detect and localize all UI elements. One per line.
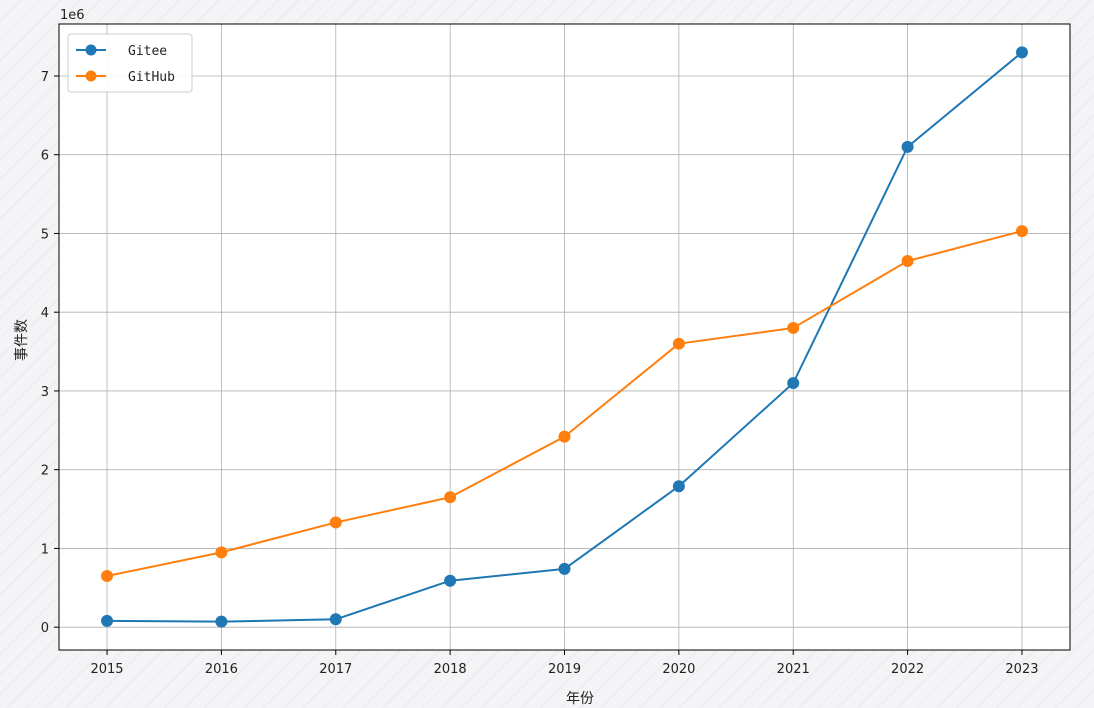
y-axis-title: 事件数 bbox=[14, 319, 30, 361]
data-point-gitee bbox=[329, 613, 342, 626]
data-point-github bbox=[101, 569, 114, 582]
legend-marker-gitee bbox=[85, 44, 97, 56]
data-point-github bbox=[672, 337, 685, 350]
x-tick-label: 2023 bbox=[1005, 662, 1038, 677]
data-point-github bbox=[215, 546, 228, 559]
data-point-gitee bbox=[787, 377, 800, 390]
x-tick-label: 2022 bbox=[891, 662, 924, 677]
legend-label-gitee: Gitee bbox=[128, 44, 167, 59]
y-tick-label: 2 bbox=[41, 464, 49, 479]
series-lines bbox=[101, 46, 1028, 628]
data-point-github bbox=[558, 430, 571, 443]
legend-label-github: GitHub bbox=[128, 70, 175, 85]
data-point-gitee bbox=[558, 562, 571, 575]
data-point-gitee bbox=[444, 574, 457, 587]
y-tick-label: 4 bbox=[41, 306, 49, 321]
data-point-github bbox=[329, 516, 342, 529]
y-tick-label: 0 bbox=[41, 621, 49, 636]
legend-item-gitee: Gitee bbox=[76, 44, 167, 59]
data-point-gitee bbox=[215, 615, 228, 628]
y-tick-label: 7 bbox=[41, 70, 49, 85]
data-point-github bbox=[901, 255, 914, 268]
x-tick-label: 2018 bbox=[434, 662, 467, 677]
data-point-gitee bbox=[901, 140, 914, 153]
x-tick-label: 2021 bbox=[777, 662, 810, 677]
legend: Gitee GitHub bbox=[67, 33, 193, 93]
data-point-github bbox=[1015, 225, 1028, 238]
grid-lines bbox=[59, 24, 1070, 650]
y-offset-label: 1e6 bbox=[60, 8, 85, 23]
x-tick-label: 2016 bbox=[205, 662, 238, 677]
data-point-gitee bbox=[101, 614, 114, 627]
legend-item-github: GitHub bbox=[76, 70, 175, 85]
data-point-gitee bbox=[672, 480, 685, 493]
legend-marker-github bbox=[85, 70, 97, 82]
y-tick-label: 5 bbox=[41, 227, 49, 242]
x-tick-label: 2019 bbox=[548, 662, 581, 677]
data-point-gitee bbox=[1015, 46, 1028, 59]
legend-box bbox=[67, 33, 193, 93]
x-tick-label: 2020 bbox=[662, 662, 695, 677]
x-tick-label: 2015 bbox=[90, 662, 123, 677]
y-tick-label: 1 bbox=[41, 542, 49, 557]
axis-ticks: 2015 2016 2017 2018 2019 2020 2021 2022 2023 0 1 2 3… bbox=[41, 70, 1039, 677]
data-point-github bbox=[787, 321, 800, 334]
data-point-github bbox=[444, 491, 457, 504]
y-tick-label: 3 bbox=[41, 385, 49, 400]
y-tick-label: 6 bbox=[41, 149, 49, 164]
x-tick-label: 2017 bbox=[319, 662, 352, 677]
x-axis-title: 年份 bbox=[566, 691, 594, 707]
